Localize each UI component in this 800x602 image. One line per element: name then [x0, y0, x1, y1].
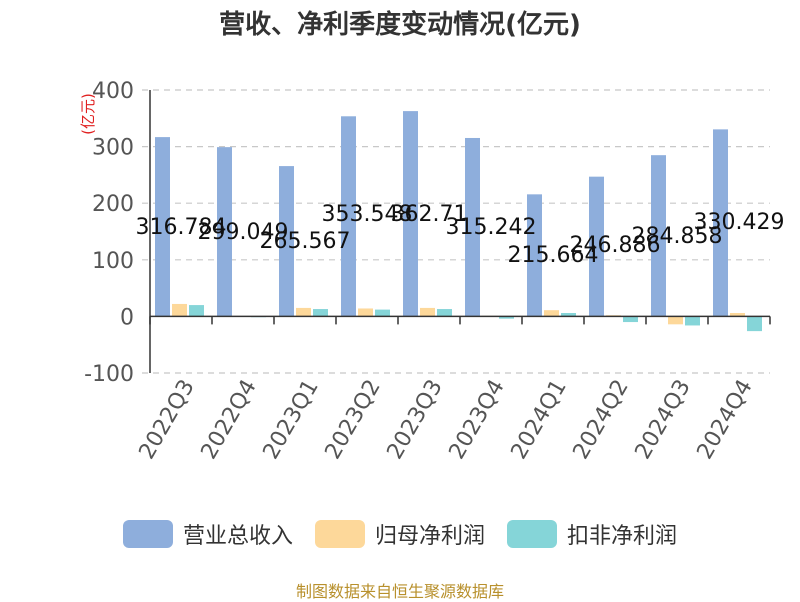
- data-label: 330.429: [694, 210, 785, 235]
- legend: 营业总收入 归母净利润 扣非净利润: [0, 518, 800, 550]
- bar: [375, 309, 390, 317]
- bar: [437, 309, 452, 317]
- legend-swatch: [507, 520, 557, 548]
- bar: [465, 137, 480, 317]
- y-axis-label: (亿元): [79, 93, 97, 135]
- x-tick-label: 2023Q4: [445, 376, 510, 464]
- bar: [561, 313, 576, 317]
- data-label: 246.886: [570, 233, 661, 258]
- x-tick-label: 2024Q1: [507, 376, 572, 464]
- x-tick-label: 2022Q3: [135, 376, 200, 464]
- bar: [730, 313, 745, 317]
- bar: [403, 111, 418, 317]
- legend-item[interactable]: 扣非净利润: [507, 518, 677, 550]
- bar: [358, 308, 373, 317]
- x-tick-label: 2022Q4: [197, 376, 262, 464]
- bar: [499, 316, 514, 319]
- bar: [341, 116, 356, 317]
- x-tick-label: 2024Q3: [631, 376, 696, 464]
- data-label: 215.664: [508, 243, 599, 268]
- legend-swatch: [122, 520, 173, 548]
- legend-label: 归母净利润: [374, 524, 485, 549]
- legend-item[interactable]: 营业总收入: [122, 518, 293, 550]
- y-tick-label: 400: [92, 79, 134, 104]
- legend-swatch: [314, 520, 365, 548]
- y-tick-label: 0: [120, 305, 134, 330]
- bar: [172, 303, 187, 317]
- legend-label: 营业总收入: [182, 524, 293, 549]
- bar: [747, 316, 762, 332]
- data-label: 353.548: [322, 202, 413, 227]
- bar: [217, 147, 232, 317]
- bar: [527, 194, 542, 317]
- legend-item[interactable]: 归母净利润: [314, 518, 485, 550]
- bar: [420, 307, 435, 317]
- x-tick-label: 2024Q2: [569, 376, 634, 464]
- data-label: 362.71: [391, 202, 468, 227]
- bar: [313, 309, 328, 317]
- data-label: 316.784: [136, 215, 227, 240]
- x-tick-label: 2024Q4: [693, 376, 758, 464]
- bar: [296, 307, 311, 317]
- bar: [189, 305, 204, 317]
- chart-title: 营收、净利季度变动情况(亿元): [219, 10, 581, 40]
- y-tick-label: -100: [84, 362, 134, 387]
- bar: [623, 316, 638, 323]
- data-label: 299.049: [198, 220, 289, 245]
- bar: [713, 129, 728, 317]
- bar: [651, 155, 666, 317]
- y-tick-label: 200: [92, 192, 134, 217]
- bar: [685, 316, 700, 326]
- data-label: 265.567: [260, 229, 351, 254]
- x-tick-label: 2023Q1: [259, 376, 324, 464]
- y-tick-label: 100: [92, 249, 134, 274]
- bar: [589, 176, 604, 317]
- bar: [279, 166, 294, 317]
- data-label: 284.858: [632, 224, 723, 249]
- x-tick-label: 2023Q2: [321, 376, 386, 464]
- bar: [544, 310, 559, 317]
- data-label: 315.242: [446, 215, 537, 240]
- x-tick-label: 2023Q3: [383, 376, 448, 464]
- legend-label: 扣非净利润: [567, 524, 678, 549]
- bar: [668, 316, 683, 325]
- y-tick-label: 300: [92, 136, 134, 161]
- source-note: 制图数据来自恒生聚源数据库: [295, 582, 504, 601]
- bar: [155, 137, 170, 317]
